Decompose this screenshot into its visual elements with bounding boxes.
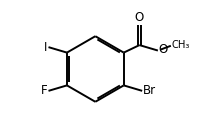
Text: I: I (44, 41, 47, 54)
Text: O: O (135, 11, 144, 24)
Text: F: F (41, 84, 48, 97)
Text: Br: Br (143, 84, 156, 97)
Text: O: O (158, 43, 168, 56)
Text: CH₃: CH₃ (172, 40, 190, 50)
